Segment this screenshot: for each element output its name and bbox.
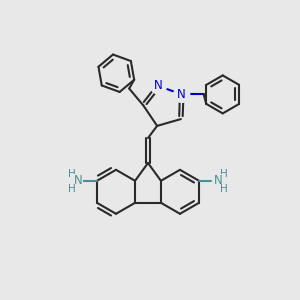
Text: H: H (68, 169, 76, 179)
Text: N: N (214, 174, 222, 187)
Text: H: H (220, 184, 228, 194)
Text: H: H (220, 169, 228, 179)
Text: N: N (154, 80, 163, 92)
Circle shape (151, 78, 166, 94)
Text: N: N (177, 88, 186, 101)
Text: H: H (68, 184, 76, 194)
Text: N: N (74, 174, 82, 187)
Circle shape (174, 86, 190, 102)
